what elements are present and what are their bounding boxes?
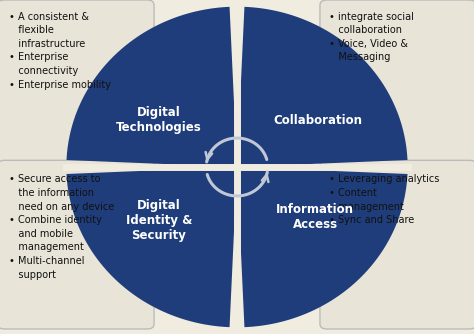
Text: • A consistent &
   flexible
   infrastructure
• Enterprise
   connectivity
• En: • A consistent & flexible infrastructure… [9,12,110,90]
Polygon shape [66,167,237,327]
Text: Digital
Technologies: Digital Technologies [116,106,201,134]
FancyBboxPatch shape [320,160,474,329]
Text: • Secure access to
   the information
   need on any device
• Combine identity
 : • Secure access to the information need … [9,174,114,280]
FancyBboxPatch shape [0,160,154,329]
FancyBboxPatch shape [0,0,154,169]
FancyBboxPatch shape [320,0,474,169]
Polygon shape [237,167,408,327]
Text: Collaboration: Collaboration [273,114,362,127]
Polygon shape [66,7,237,167]
Text: • integrate social
   collaboration
• Voice, Video &
   Messaging: • integrate social collaboration • Voice… [329,12,414,62]
Text: Digital
Identity &
Security: Digital Identity & Security [126,199,192,242]
Text: • Leveraging analytics
• Content
   management
• Sync and Share: • Leveraging analytics • Content managem… [329,174,440,225]
Text: Information
Access: Information Access [276,203,354,231]
Polygon shape [237,7,408,167]
